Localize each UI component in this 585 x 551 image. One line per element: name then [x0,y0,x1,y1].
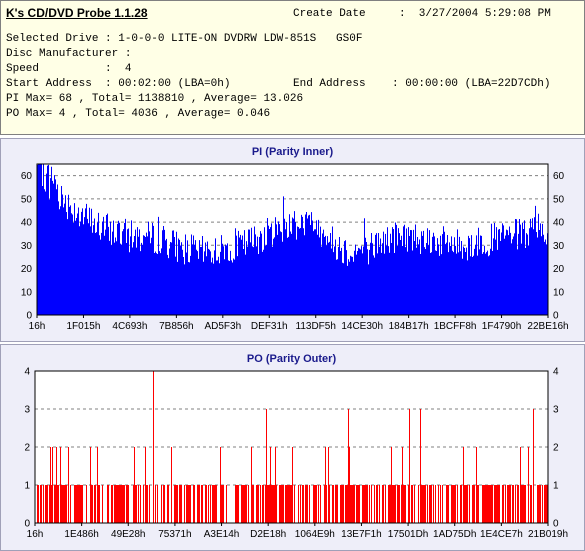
chart-title: PO (Parity Outer) [247,353,337,365]
selected-drive: Selected Drive : 1-0-0-0 LITE-ON DVDRW L… [6,33,363,45]
x-tick-label: 22BE16h [527,321,568,332]
x-tick-label: 49E28h [111,529,145,540]
y-tick-label-left: 3 [24,405,30,416]
y-tick-label-right: 60 [553,171,565,182]
x-tick-label: 1F015h [66,321,100,332]
y-tick-label-right: 30 [553,241,565,252]
x-tick-label: AD5F3h [204,321,241,332]
disc-manufacturer: Disc Manufacturer : [6,48,132,60]
po-chart-panel: PO (Parity Outer) 0 0 1 1 2 2 3 3 4 4 16h 1E486h 49E2… [0,344,585,551]
x-tick-label: 1BCFF8h [434,321,477,332]
po-chart: PO (Parity Outer) 0 0 1 1 2 2 3 3 4 4 16h 1E486h 49E2… [24,353,568,540]
x-tick-label: 184B17h [389,321,429,332]
y-tick-label-right: 1 [553,481,559,492]
y-tick-label-left: 4 [24,367,30,378]
chart-title: PI (Parity Inner) [252,146,334,158]
create-date-label: Create Date [293,8,366,20]
y-tick-label-left: 10 [21,287,33,298]
pi-chart-panel: PI (Parity Inner) 0 0 10 10 20 20 30 30 40 40 50 50 6… [0,138,585,342]
plot-frame [36,163,549,316]
app-title: K's CD/DVD Probe 1.1.28 [6,6,148,20]
y-tick-label-left: 60 [21,171,33,182]
start-address: Start Address : 00:02:00 (LBA=0h) [6,78,231,90]
y-tick-label-right: 3 [553,405,559,416]
x-tick-label: 21B019h [528,529,568,540]
y-tick-label-right: 50 [553,194,565,205]
po-summary: PO Max= 4 , Total= 4036 , Average= 0.046 [6,108,271,120]
x-tick-label: 7B856h [159,321,193,332]
x-tick-label: 1AD75Dh [433,529,476,540]
x-tick-label: 4C693h [112,321,147,332]
y-tick-label-left: 0 [24,519,30,530]
y-tick-label-right: 4 [553,367,559,378]
create-date-value: : 3/27/2004 5:29:08 PM [399,8,551,20]
y-tick-label-left: 30 [21,241,33,252]
y-tick-label-left: 20 [21,264,33,275]
pi-summary: PI Max= 68 , Total= 1138810 , Average= 1… [6,93,304,105]
y-tick-label-left: 0 [26,311,32,322]
x-tick-label: 1064E9h [295,529,335,540]
pi-chart: PI (Parity Inner) 0 0 10 10 20 20 30 30 40 40 50 50 6… [21,146,569,332]
x-tick-label: D2E18h [250,529,286,540]
y-tick-label-left: 1 [24,481,30,492]
y-tick-label-right: 10 [553,287,565,298]
x-tick-label: A3E14h [204,529,240,540]
x-tick-label: DEF31h [251,321,288,332]
x-tick-label: 1E4CE7h [480,529,523,540]
y-tick-label-right: 2 [553,443,559,454]
x-tick-label: 1E486h [64,529,98,540]
x-tick-label: 14CE30h [341,321,383,332]
x-tick-label: 17501Dh [388,529,429,540]
plot-frame [34,370,549,524]
y-tick-label-right: 40 [553,218,565,229]
x-tick-label: 75371h [158,529,191,540]
x-tick-label: 13E7F1h [341,529,382,540]
info-panel: K's CD/DVD Probe 1.1.28 Create Date : 3/… [0,0,585,135]
y-tick-label-right: 0 [553,519,559,530]
y-tick-label-right: 20 [553,264,565,275]
y-tick-label-right: 0 [553,311,559,322]
x-tick-label: 113DF5h [296,321,336,332]
y-tick-label-left: 40 [21,218,33,229]
y-tick-label-left: 2 [24,443,30,454]
x-tick-label: 16h [29,321,46,332]
end-address: End Address : 00:00:00 (LBA=22D7CDh) [293,78,551,90]
speed: Speed : 4 [6,63,132,75]
x-tick-label: 16h [27,529,44,540]
y-tick-label-left: 50 [21,194,33,205]
x-tick-label: 1F4790h [482,321,521,332]
